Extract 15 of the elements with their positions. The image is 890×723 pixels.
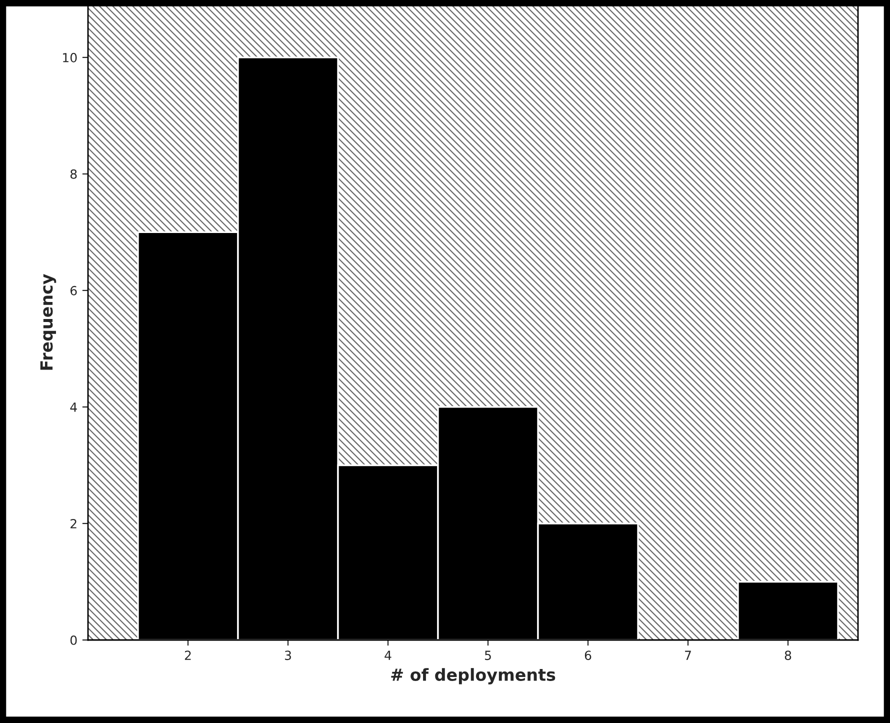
y-tick-label: 8 <box>70 169 77 179</box>
y-tick-label: 6 <box>70 286 77 296</box>
x-tick-label: 3 <box>284 650 291 660</box>
y-tick-label: 10 <box>63 52 77 62</box>
y-tick-label: 2 <box>70 518 76 528</box>
x-tick-label: 7 <box>685 650 691 660</box>
x-axis-title: # of deployments <box>391 668 556 684</box>
x-tick-label: 4 <box>384 650 392 660</box>
x-tick-label: 2 <box>184 650 191 660</box>
x-tick-label: 8 <box>784 650 792 660</box>
y-tick-label: 4 <box>70 402 77 412</box>
x-tick-label: 6 <box>584 650 592 660</box>
y-tick-label: 0 <box>70 635 77 645</box>
y-axis-title: Frequency <box>40 274 56 370</box>
x-tick-label: 5 <box>484 650 491 660</box>
